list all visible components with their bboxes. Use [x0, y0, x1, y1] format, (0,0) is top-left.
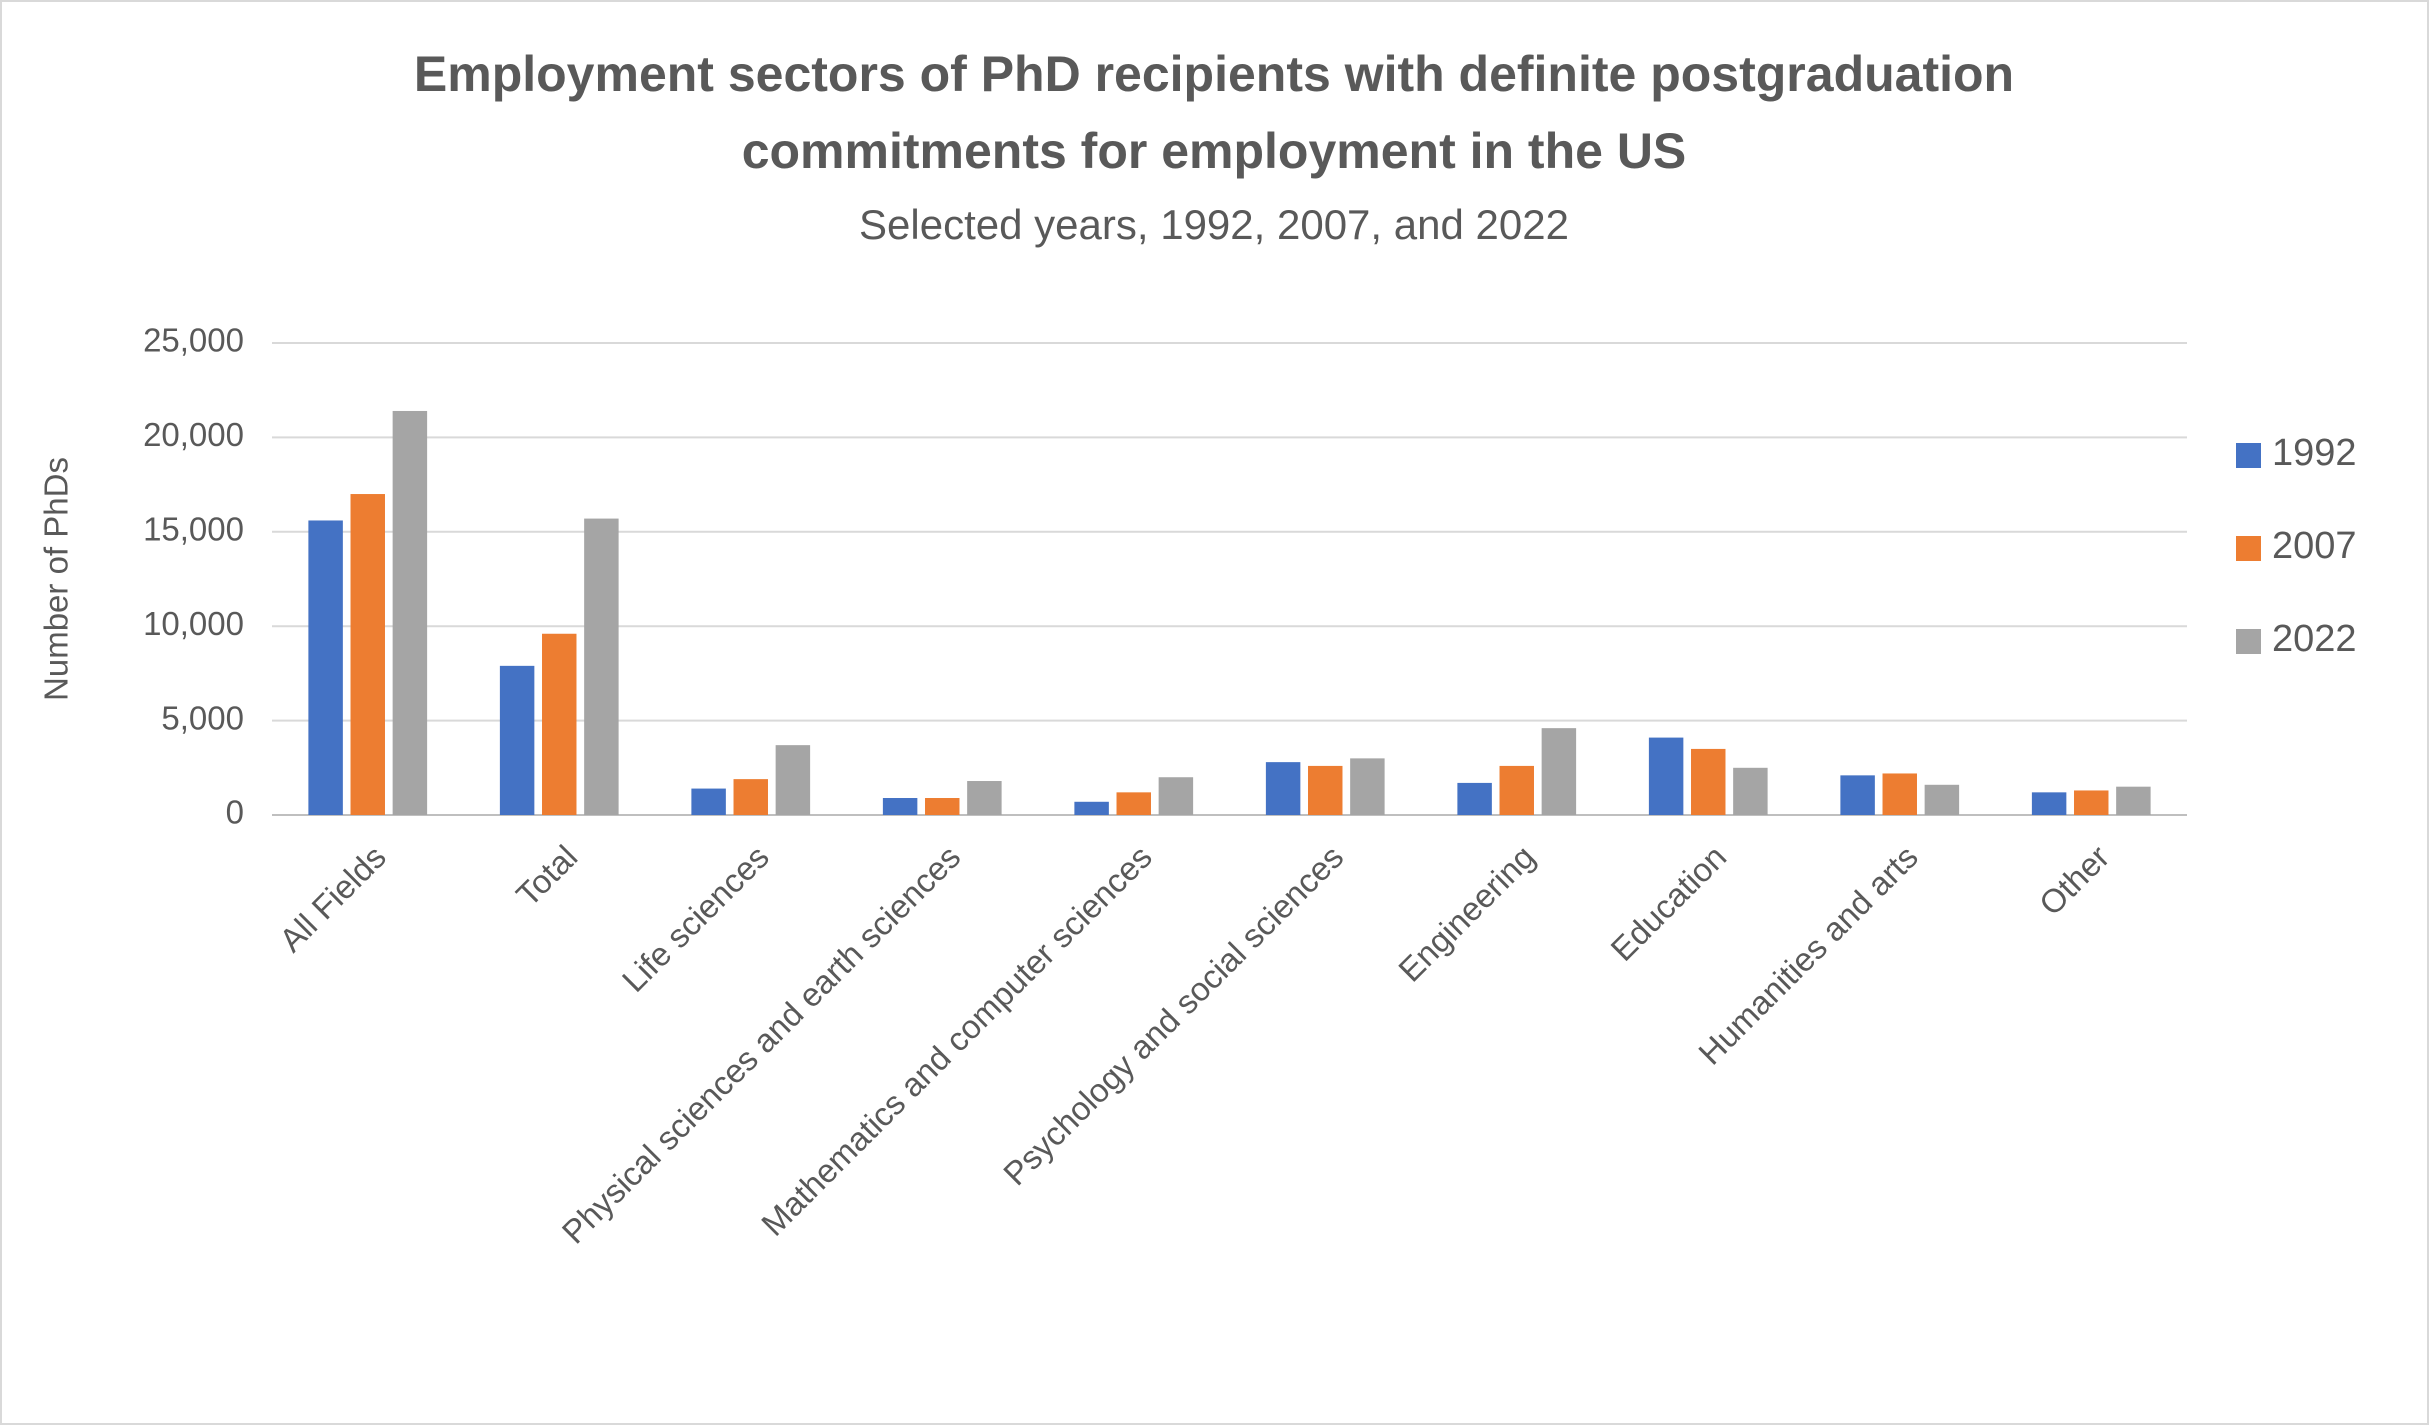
bar: [775, 745, 811, 815]
bar: [733, 779, 768, 815]
bar: [308, 520, 343, 815]
bar: [2116, 786, 2151, 815]
bar: [1691, 748, 1726, 815]
y-axis-label: Number of PhDs: [38, 457, 75, 701]
bar: [1840, 775, 1875, 815]
y-tick-label: 10,000: [143, 605, 244, 642]
bar: [967, 781, 1002, 815]
bar: [882, 798, 918, 815]
y-tick-label: 20,000: [143, 416, 244, 453]
bar: [499, 665, 535, 815]
y-tick-label: 5,000: [161, 699, 244, 736]
bar: [1116, 792, 1151, 815]
bar: [1882, 773, 1917, 815]
bar: [1648, 737, 1684, 815]
bar: [1924, 784, 1960, 815]
bar: [925, 798, 960, 815]
bar: [1158, 777, 1194, 815]
bar: [691, 788, 726, 815]
legend-marker: [2236, 629, 2261, 654]
y-tick-label: 0: [226, 794, 244, 831]
chart-subtitle: Selected years, 1992, 2007, and 2022: [859, 201, 1569, 248]
legend-label: 2007: [2272, 525, 2357, 567]
bar: [1350, 758, 1385, 815]
bar: [584, 518, 619, 815]
bar: [2074, 790, 2109, 815]
bar: [1308, 765, 1343, 815]
chart-title: Employment sectors of PhD recipients wit…: [414, 46, 2014, 102]
y-tick-label: 25,000: [143, 322, 244, 359]
chart-title: commitments for employment in the US: [742, 123, 1687, 179]
bar: [1457, 782, 1492, 815]
y-tick-label: 15,000: [143, 511, 244, 548]
bar: [2031, 792, 2067, 815]
legend-label: 1992: [2272, 432, 2357, 474]
bar: [392, 410, 428, 815]
legend-marker: [2236, 443, 2261, 468]
bar: [542, 633, 577, 815]
bar: [1074, 801, 1109, 815]
legend-marker: [2236, 536, 2261, 561]
bar: [350, 494, 385, 815]
bar: [1499, 765, 1534, 815]
bar: [1733, 767, 1768, 815]
legend-label: 2022: [2272, 618, 2357, 660]
bar: [1541, 728, 1577, 815]
bar: [1265, 762, 1301, 815]
